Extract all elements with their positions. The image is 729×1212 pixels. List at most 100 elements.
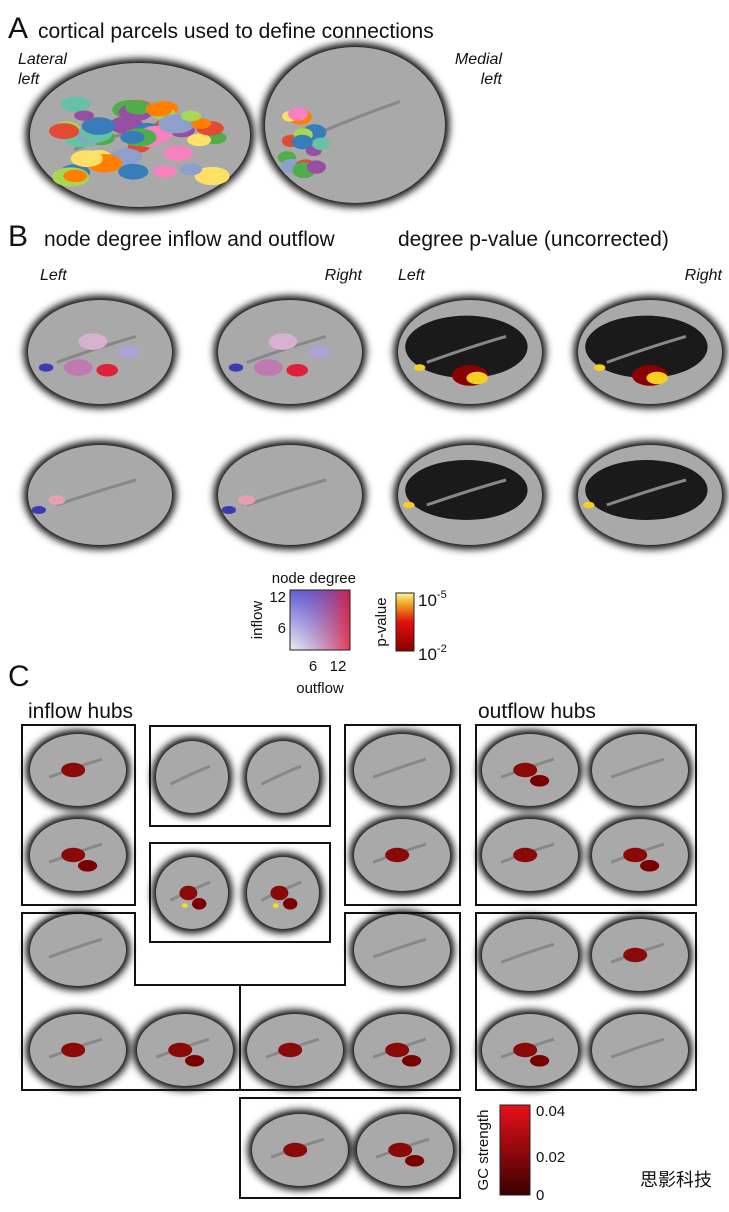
region [187,133,212,147]
region [118,345,140,359]
region [466,371,489,385]
brain-surface [28,300,172,404]
region [291,134,313,150]
brain-surface [156,741,228,813]
region [194,166,230,186]
brain [152,853,232,933]
region [283,898,298,910]
region [48,495,66,505]
box [344,724,461,906]
colorbar-tick: 0.02 [536,1149,565,1166]
region [152,165,177,178]
region [403,501,415,509]
brain-surface [354,914,450,986]
colorbar-tick: 10-2 [418,643,447,664]
region [179,163,203,176]
brain [26,815,130,895]
region [179,885,198,901]
sulcus [606,334,687,364]
brain [133,1010,237,1090]
box [239,912,461,1091]
box [475,724,697,906]
region [163,145,193,162]
region [61,1042,86,1058]
colorbar [395,592,415,652]
region [49,123,80,139]
view-label: Medial [455,51,503,68]
box [149,842,331,943]
region [118,163,149,180]
sulcus [260,764,302,786]
brain [243,1010,347,1090]
region [74,110,94,121]
brain [350,1010,454,1090]
brain [243,737,323,817]
legend-axis-label: outflow [296,680,344,697]
region [270,885,289,901]
region [385,1042,410,1058]
region [78,333,108,350]
mask [405,315,528,378]
brain [26,730,130,810]
region [623,847,648,863]
brain-surface [354,734,450,806]
legend-tick: 12 [269,589,286,606]
region [70,150,103,167]
colorbar [499,1104,531,1196]
brain [588,815,692,895]
region [254,359,283,376]
brain-surface [30,914,126,986]
legend-title: node degree [272,570,356,587]
region [185,1055,205,1067]
region [31,506,46,514]
brain-surface [247,741,319,813]
brain [243,853,323,933]
mask [585,315,708,378]
brain-surface [218,300,362,404]
brain [26,910,130,990]
region [278,1042,303,1058]
region [38,363,54,372]
region [168,1042,193,1058]
region [593,364,606,371]
mask [585,460,708,520]
colorbar-tick: 0 [536,1187,544,1204]
side-label: Left [40,267,67,284]
brain-surface [218,445,362,545]
region [306,160,326,174]
colorbar-tick: 0.04 [536,1103,565,1120]
region [96,363,118,377]
panel-title: inflow hubs [28,700,133,723]
brain [24,296,176,408]
panel-letter: A [8,12,28,45]
region [286,363,309,377]
panel-title: degree p-value (uncorrected) [398,228,669,251]
region [513,847,538,863]
colorbar-tick: 10-5 [418,589,447,610]
region [530,1055,550,1067]
sulcus [56,478,137,507]
brain [478,730,582,810]
region [640,860,660,872]
legend-axis-label: inflow [249,601,266,640]
sulcus [606,478,687,507]
tick-exponent: -2 [437,643,447,655]
tick-exponent: -5 [437,589,447,601]
region [221,506,236,514]
brain [394,441,546,549]
sulcus [426,478,507,507]
sulcus [610,1037,665,1059]
region [623,947,648,963]
region [288,107,309,121]
panel-title: outflow hubs [478,700,596,723]
region [413,364,426,371]
region [583,501,595,509]
region [120,130,145,144]
brain [353,1110,457,1190]
mask [405,460,528,520]
region [61,762,86,778]
brain [350,910,454,990]
region [60,96,91,112]
